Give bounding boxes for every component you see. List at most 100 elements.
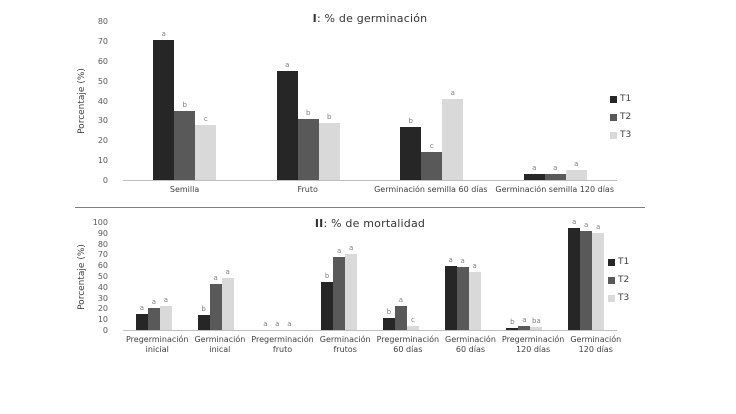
x-category-label: Pregerminación 120 días (501, 335, 565, 354)
significance-letter: a (460, 256, 465, 265)
x-category-label: Pregerminación fruto (251, 335, 314, 354)
bar-t3: a (345, 244, 358, 330)
bar-t2: b (174, 101, 196, 180)
legend-item: T3 (610, 131, 631, 140)
y-tick-label: 0 (102, 176, 108, 185)
legend-swatch-icon (608, 277, 615, 284)
y-tick-label: 20 (97, 304, 108, 314)
plot-area: a b c a b b b c a a a a (123, 22, 617, 181)
y-axis-ticks: 80 70 60 50 40 30 20 10 0 (84, 17, 114, 186)
y-tick-label: 100 (92, 218, 108, 227)
bar-t1: a (276, 61, 298, 180)
x-category-label: Germinación 60 días (445, 335, 496, 354)
legend: T1 T2 T3 (610, 95, 631, 140)
x-category-label: Semilla (169, 185, 200, 194)
y-tick-label: 0 (102, 325, 108, 335)
legend-swatch-icon (608, 295, 615, 302)
bar-t1: a (523, 164, 545, 180)
germination-chart: I: % de germinación Porcentaje (%) 80 70 6… (77, 12, 631, 194)
legend-label: T2 (620, 112, 632, 122)
significance-letter: a (450, 89, 455, 98)
bar-group: b c a (370, 22, 494, 180)
significance-letter: b (386, 308, 392, 317)
legend-item: T1 (608, 258, 629, 267)
bar-t1: b (506, 318, 519, 330)
legend-swatch-icon (610, 114, 617, 121)
bar-t2: a (544, 164, 566, 180)
bar-t3: c (406, 316, 419, 330)
chart-title: II: % de mortalidad (123, 217, 617, 230)
bar-t1: b (197, 305, 210, 330)
bar-t2: a (333, 247, 346, 330)
bar-t3: a (565, 160, 587, 180)
bar-t3: a (221, 268, 234, 330)
x-category-label: Germinación 120 días (570, 335, 622, 354)
y-tick-label: 80 (97, 239, 108, 249)
legend-swatch-icon (610, 96, 617, 103)
bar-t1: a (568, 218, 581, 330)
bar-group: b a ba (494, 223, 556, 330)
y-tick-label: 10 (97, 315, 108, 325)
significance-letter: b (201, 305, 206, 314)
bar-t3: a (442, 89, 464, 180)
significance-letter: b (510, 317, 515, 326)
significance-letter: b (306, 108, 311, 117)
significance-letter: a (398, 296, 404, 305)
significance-letter: a (532, 164, 537, 173)
bar-t3: c (195, 115, 217, 180)
chart-title-text: : % de mortalidad (323, 217, 426, 230)
bar-t2: a (209, 274, 222, 330)
x-category-label: Germinación inical (194, 335, 246, 354)
significance-letter: a (583, 220, 589, 229)
y-tick-label: 10 (97, 156, 108, 166)
legend-item: T1 (610, 95, 631, 104)
significance-letter: a (287, 320, 292, 328)
bar-t2: a (394, 296, 407, 330)
plot-area: a a a b a a a a a b a a b a c a a a b a ba a a a (123, 218, 617, 331)
mortality-chart: II: % de mortalidad Porcentaje (%) 100 90… (0, 207, 736, 414)
significance-letter: a (151, 297, 157, 306)
significance-letter: a (574, 160, 579, 169)
bar-t2: a (580, 221, 593, 330)
panel-divider-line (75, 207, 645, 208)
bar-t3: a (159, 296, 172, 330)
legend-label: T1 (620, 94, 632, 104)
x-axis-labels: Pregerminación inicial Germinación inical… (123, 335, 621, 354)
x-category-label: Pregerminación 60 días (376, 335, 440, 354)
legend-item: T2 (610, 113, 631, 122)
y-tick-label: 30 (97, 116, 108, 126)
significance-letter: b (324, 271, 330, 280)
y-tick-label: 50 (97, 271, 108, 281)
legend-label: T2 (618, 275, 630, 285)
significance-letter: a (571, 218, 577, 227)
significance-letter: b (327, 112, 332, 121)
bar-t3: b (318, 113, 340, 180)
legend-item: T3 (608, 294, 629, 303)
bar-t1: a (135, 304, 148, 330)
bar-t3: a (468, 262, 481, 330)
significance-letter: a (225, 267, 230, 276)
y-tick-label: 40 (97, 96, 108, 106)
significance-letter: c (203, 114, 208, 123)
x-category-label: Fruto (297, 185, 318, 194)
x-category-label: Pregerminación inicial (126, 335, 189, 354)
bar-t1: b (321, 272, 334, 330)
significance-letter: a (448, 255, 453, 264)
significance-letter: c (429, 142, 434, 151)
legend-swatch-icon (608, 259, 615, 266)
legend-swatch-icon (610, 132, 617, 139)
significance-letter: a (553, 164, 558, 173)
bar-t1: b (400, 117, 422, 180)
bar-group: a b b (247, 22, 371, 180)
y-tick-label: 50 (97, 76, 108, 86)
significance-letter: a (336, 247, 342, 256)
bar-t2: c (421, 142, 443, 180)
legend-item: T2 (608, 276, 629, 285)
bar-t1: a (153, 30, 175, 180)
chart-title-numeral: I (312, 12, 317, 25)
y-tick-label: 90 (97, 228, 108, 238)
